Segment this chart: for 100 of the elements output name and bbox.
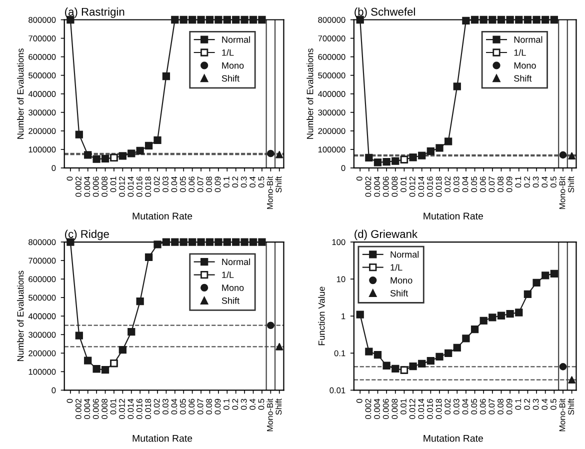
x-tick-label: 0.09 (506, 176, 512, 192)
y-tick-label: 10 (336, 276, 346, 282)
legend-label: Shift (222, 297, 240, 304)
x-tick-label: Mono-Bit (559, 398, 566, 432)
x-tick-label: 0.03 (162, 176, 168, 192)
y-axis-title: Number of Evaluations (17, 270, 24, 362)
y-tick-label: 300000 (318, 110, 346, 116)
x-tick-label: 0.04 (462, 398, 468, 414)
y-tick-label: 500000 (318, 72, 346, 78)
x-tick-label: Mono-Bit (266, 398, 273, 432)
x-tick-label: 0.006 (92, 398, 99, 420)
x-tick-label: 0.002 (365, 398, 372, 420)
legend-label: Mono (222, 284, 244, 291)
x-tick-label: 0.05 (180, 398, 186, 414)
x-tick-label: Shift (568, 176, 574, 193)
x-tick-label: Shift (568, 398, 574, 415)
x-tick-label: 0.01 (400, 398, 406, 414)
x-tick-label: 0.002 (75, 176, 82, 197)
y-tick-label: 600000 (28, 276, 56, 282)
x-tick-label: 0.04 (171, 398, 178, 414)
x-tick-label: 0 (356, 176, 362, 181)
y-tick-label: 700000 (28, 35, 56, 42)
x-tick-label: 0.018 (145, 176, 152, 197)
x-tick-label: 0 (66, 398, 73, 403)
y-tick-label: 0.01 (330, 387, 346, 394)
y-tick-label: 200000 (28, 350, 56, 356)
x-tick-label: 0.5 (550, 176, 556, 188)
x-tick-label: 0.09 (214, 398, 221, 414)
y-tick-label: 0 (341, 165, 346, 172)
x-tick-label: 0.008 (102, 398, 108, 420)
x-tick-label: 0.05 (471, 176, 478, 192)
x-tick-label: Shift (275, 176, 282, 193)
legend-label: 1/L (390, 264, 402, 271)
y-tick-label: 800000 (318, 16, 346, 23)
y-tick-label: 100000 (28, 368, 56, 375)
x-tick-label: 0.004 (84, 176, 90, 197)
x-tick-label: 0 (66, 176, 73, 181)
x-tick-label: 0.006 (92, 176, 99, 197)
x-tick-label: 0.004 (374, 176, 380, 197)
chart-title: (b) Schwefel (354, 8, 415, 18)
x-tick-label: 0.05 (471, 398, 478, 414)
x-tick-label: 0.07 (488, 176, 495, 192)
x-tick-label: 0.016 (427, 176, 433, 197)
x-tick-label: 0.4 (250, 176, 256, 188)
x-tick-label: 0.02 (444, 176, 451, 192)
legend-label: Mono (222, 62, 244, 69)
x-tick-label: 0.01 (110, 176, 116, 192)
y-tick-label: 100 (332, 239, 346, 246)
y-tick-label: 400000 (28, 91, 56, 97)
x-tick-label: 0.2 (524, 176, 530, 188)
chart-title: (d) Griewank (354, 230, 418, 240)
x-tick-label: 0.08 (206, 176, 212, 192)
x-tick-label: 0.014 (128, 176, 134, 197)
x-tick-label: 0.3 (240, 398, 247, 410)
x-tick-label: 0.07 (197, 176, 204, 192)
x-tick-label: 0.004 (374, 398, 380, 420)
legend-label: Normal (514, 36, 542, 43)
x-tick-label: 0.1 (223, 176, 230, 188)
x-tick-label: 0.014 (418, 398, 424, 420)
x-tick-label: 0.008 (392, 398, 398, 420)
y-tick-label: 100000 (318, 146, 346, 153)
y-tick-label: 800000 (28, 239, 56, 246)
chart-title: (c) Ridge (65, 230, 109, 240)
x-tick-label: 0.4 (250, 398, 256, 410)
x-tick-label: 0.018 (145, 398, 152, 420)
x-axis-title: Mutation Rate (424, 212, 483, 220)
x-tick-label: 0.5 (550, 398, 556, 410)
x-tick-label: 0.006 (382, 176, 389, 197)
x-tick-label: 0.04 (462, 176, 468, 192)
y-tick-label: 700000 (28, 258, 56, 264)
x-tick-label: 0.012 (119, 176, 125, 197)
x-tick-label: 0.07 (488, 398, 495, 414)
legend-label: Mono (390, 277, 412, 284)
x-tick-label: 0.06 (480, 398, 486, 414)
x-tick-label: 0.03 (453, 176, 460, 192)
x-tick-label: 0.004 (84, 398, 90, 420)
x-tick-label: 0.3 (532, 176, 539, 188)
x-tick-label: 0.002 (365, 176, 372, 197)
legend-label: Normal (390, 251, 419, 258)
x-tick-label: 0.2 (232, 176, 238, 188)
x-tick-label: 0.06 (188, 398, 195, 414)
legend-label: 1/L (222, 271, 234, 278)
x-tick-label: 0.3 (532, 398, 539, 410)
x-tick-label: 0.006 (382, 398, 389, 420)
x-tick-label: 0.012 (119, 398, 125, 420)
x-tick-label: 0.03 (453, 398, 460, 414)
x-tick-label: 0.016 (136, 176, 142, 197)
chart-title: (a) Rastrigin (65, 8, 124, 18)
y-tick-label: 600000 (318, 54, 346, 60)
x-tick-label: 0.018 (436, 398, 442, 420)
x-tick-label: 0.016 (427, 398, 433, 420)
x-tick-label: 0.04 (171, 176, 178, 192)
x-tick-label: 0 (356, 398, 362, 403)
x-tick-label: 0.08 (206, 398, 212, 414)
x-tick-label: 0.05 (180, 176, 186, 192)
x-tick-label: 0.01 (400, 176, 406, 192)
y-tick-label: 1 (342, 313, 346, 320)
x-tick-label: 0.2 (524, 398, 530, 410)
y-tick-label: 300000 (28, 332, 56, 338)
x-tick-label: 0.014 (128, 398, 134, 420)
